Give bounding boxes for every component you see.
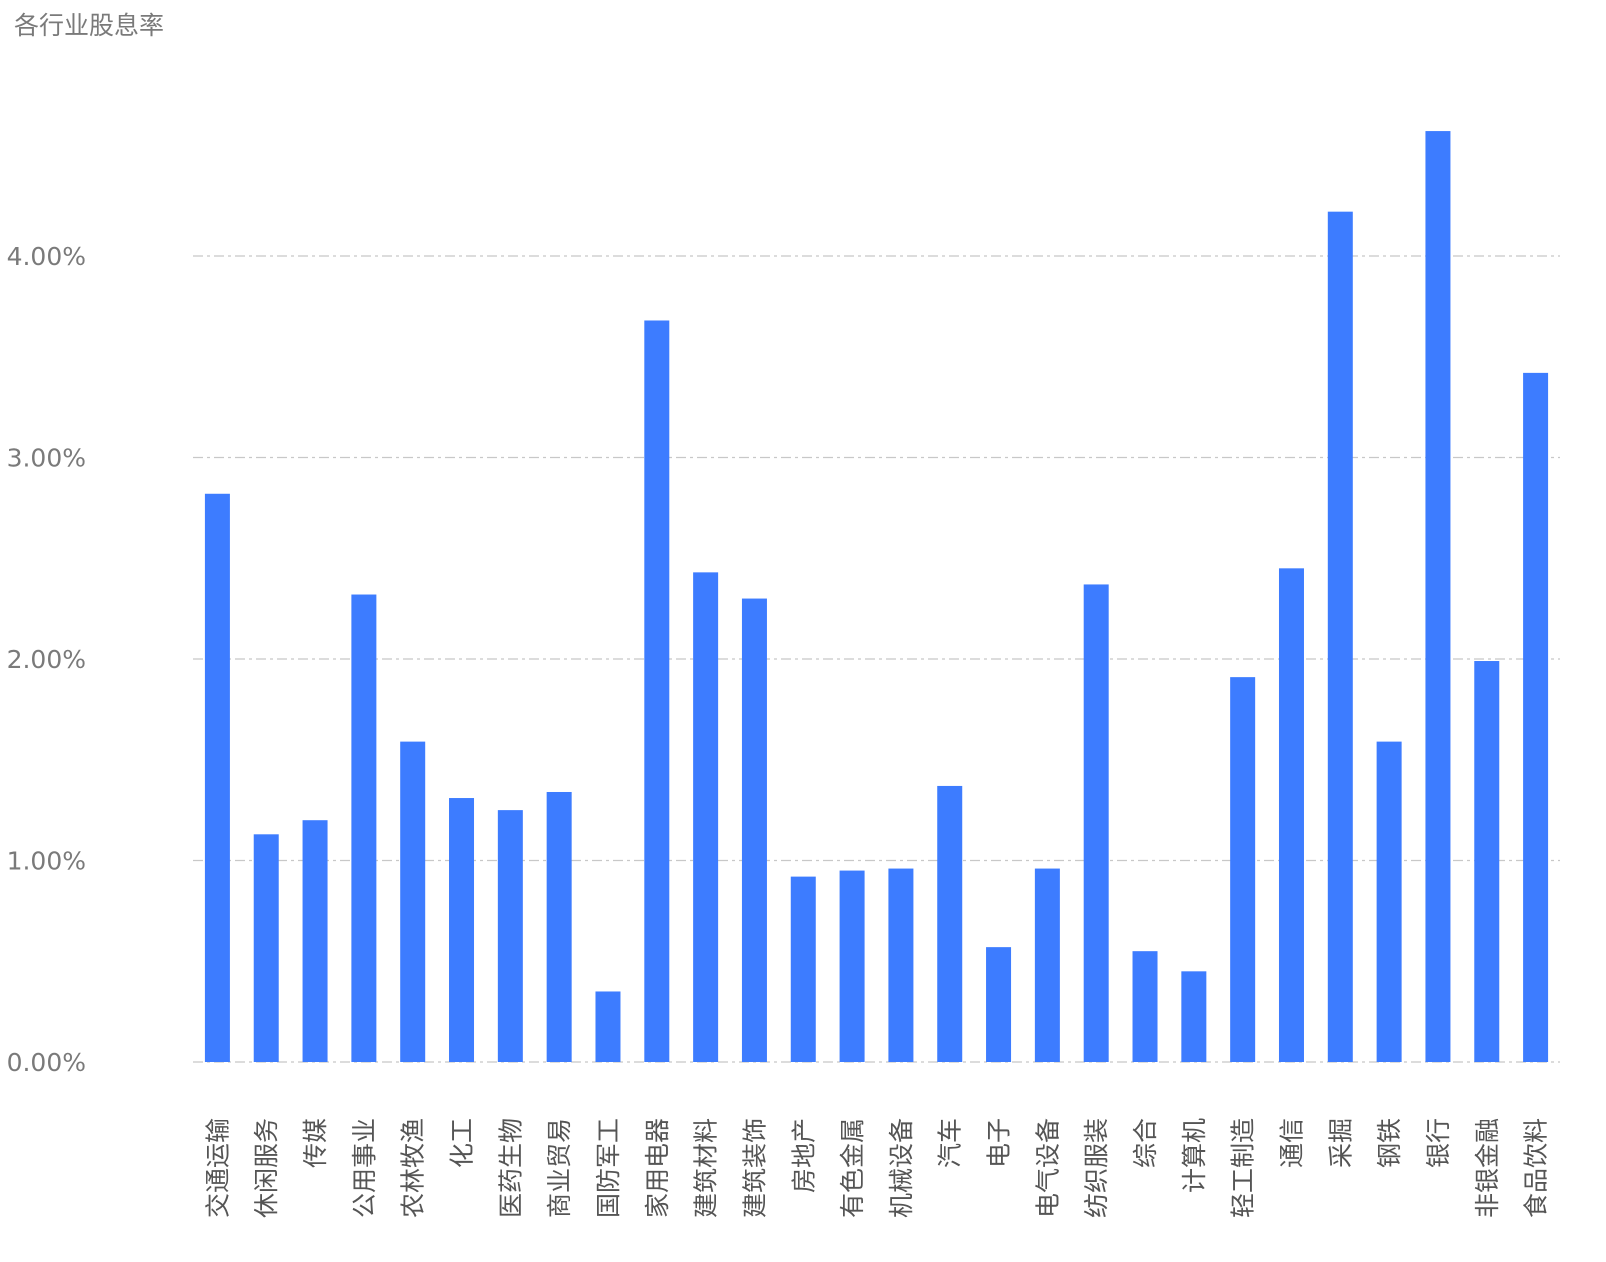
bar [400,741,426,1062]
x-category-label: 通信 [1277,1118,1306,1168]
x-category-label: 银行 [1424,1118,1453,1168]
x-category-label: 商业贸易 [545,1118,574,1218]
y-axis-ticks: 0.00% 1.00% 2.00% 3.00% 4.00% [7,242,86,1077]
bar [839,870,865,1062]
x-category-label: 公用事业 [350,1118,379,1218]
x-category-label: 综合 [1131,1118,1160,1168]
x-category-label: 计算机 [1180,1118,1209,1193]
bar [644,320,670,1063]
y-tick-label: 4.00% [7,242,86,271]
bar [693,572,719,1062]
bar [1230,677,1256,1062]
y-tick-label: 1.00% [7,847,86,876]
bar [253,834,279,1062]
x-category-label: 钢铁 [1375,1118,1404,1168]
bar [497,810,523,1062]
x-category-label: 电气设备 [1033,1118,1062,1218]
y-tick-label: 3.00% [7,444,86,473]
y-tick-label: 0.00% [7,1048,86,1077]
x-category-label: 电子 [985,1118,1014,1168]
x-category-label: 化工 [448,1118,477,1168]
bar [204,493,230,1062]
y-tick-label: 2.00% [7,645,86,674]
x-category-label: 轻工制造 [1229,1118,1258,1218]
bar [986,947,1012,1062]
gridlines [193,255,1560,1063]
x-category-label: 房地产 [789,1118,818,1193]
x-category-label: 机械设备 [887,1118,916,1218]
bar [741,598,767,1062]
x-category-label: 汽车 [936,1118,965,1168]
bars [204,131,1549,1063]
bar [1034,868,1060,1062]
x-category-label: 休闲服务 [252,1118,281,1218]
bar [1474,661,1500,1062]
x-category-label: 建筑装饰 [740,1118,769,1218]
x-category-label: 非银金融 [1473,1118,1502,1218]
x-category-label: 纺织服装 [1082,1118,1111,1218]
bar [790,876,816,1062]
bar [351,594,377,1062]
bar [1278,568,1304,1062]
bar [1132,951,1158,1062]
x-category-label: 有色金属 [838,1118,867,1218]
bar [1425,131,1451,1062]
bar [1523,372,1549,1062]
bar [449,798,475,1062]
bar [1376,741,1402,1062]
x-category-label: 食品饮料 [1522,1118,1551,1218]
bar [1083,584,1109,1062]
x-category-label: 农林牧渔 [399,1118,428,1218]
chart-title: 各行业股息率 [14,11,165,40]
bar [302,820,328,1062]
x-category-label: 交通运输 [203,1118,232,1218]
x-axis-labels: 交通运输 休闲服务 传媒 公用事业 农林牧渔 化工 医药生物 商业贸易 国防军工 家用电器 建筑材料… [203,1118,1550,1218]
bar [1181,971,1207,1062]
bar [888,868,914,1062]
bar [1327,211,1353,1063]
x-category-label: 采掘 [1326,1118,1355,1168]
x-category-label: 国防军工 [594,1118,623,1218]
bar [595,991,621,1062]
x-category-label: 家用电器 [643,1118,672,1218]
x-category-label: 传媒 [301,1118,330,1168]
x-category-label: 医药生物 [496,1118,525,1218]
x-category-label: 建筑材料 [692,1118,721,1218]
bar [937,785,963,1062]
bar [546,791,572,1062]
